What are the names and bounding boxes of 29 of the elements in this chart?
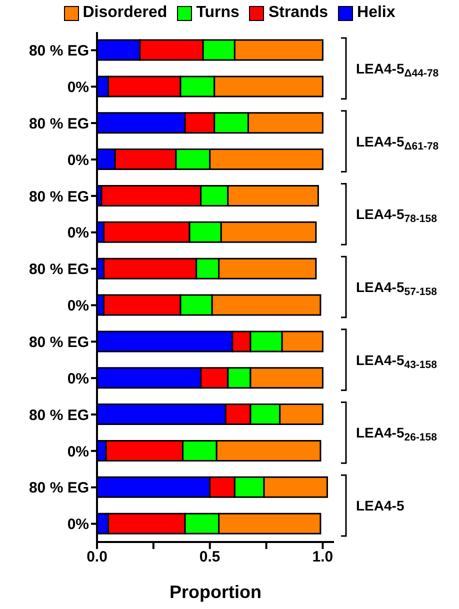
y-tick-label: 80 % EG [28, 261, 89, 278]
y-tick-label: 0% [67, 152, 89, 169]
text: LEA4-5$_{78-158}$ [356, 206, 438, 226]
y-tick-label: 80 % EG [28, 406, 89, 424]
y-tick-label: 80 % EG [28, 480, 89, 497]
text: LEA4-5$_{Δ61-78}$ [356, 133, 439, 153]
y-tick-label: 80 % EG [28, 334, 89, 351]
y-tick-label: 0% [67, 370, 89, 388]
legend-label: Disordered [82, 4, 168, 22]
legend-label: Turns [196, 4, 240, 22]
text: LEA4-5$_{26-158}$ [356, 424, 438, 444]
text: LEA4-5$_{57-158}$ [356, 279, 438, 298]
x-tick-label: 0.0 [86, 548, 108, 566]
y-tick-label: 0% [67, 224, 89, 242]
legend-label: Helix [357, 4, 396, 22]
y-tick-label: 0% [67, 78, 89, 96]
y-tick-label: 0% [67, 443, 89, 460]
x-tick-label: 0.5 [199, 548, 220, 566]
y-tick-label: 80 % EG [28, 188, 89, 206]
text: LEA4-5$_{43-158}$ [356, 352, 438, 372]
y-tick-label: 80 % EG [28, 42, 89, 60]
y-tick-label: 0% [67, 516, 89, 534]
x-tick-label: 1.0 [312, 548, 334, 566]
y-tick-label: 80 % EG [28, 115, 89, 132]
x-axis-title: Proportion [170, 582, 262, 602]
text: LEA4-5 [356, 498, 404, 514]
legend-label: Strands [268, 4, 328, 22]
y-tick-label: 0% [67, 298, 89, 315]
text: LEA4-5$_{Δ44-78}$ [356, 60, 439, 80]
